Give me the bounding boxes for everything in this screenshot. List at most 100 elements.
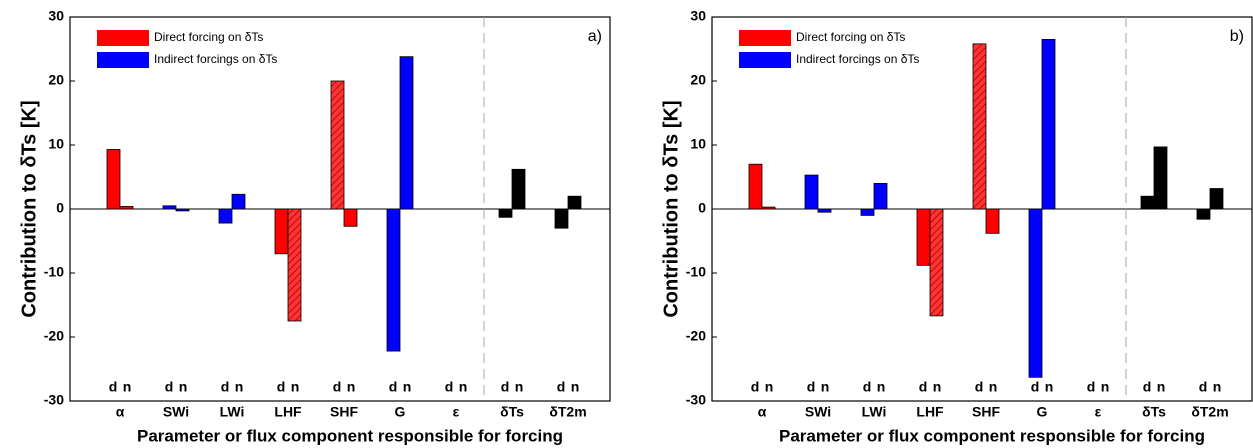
x-tick-label: LHF [274, 404, 302, 420]
bar [231, 193, 246, 210]
x-tick-label: δTs [1142, 404, 1166, 420]
bar-label: d [807, 379, 816, 395]
x-tick-label: SHF [330, 404, 358, 420]
bar [554, 208, 569, 229]
bar-label: d [919, 379, 928, 395]
bar-label: d [975, 379, 984, 395]
y-tick-label: -30 [686, 392, 706, 408]
x-tick-label: α [116, 404, 125, 420]
bar [817, 208, 832, 213]
bar [873, 182, 888, 210]
bar [916, 208, 931, 266]
bar-label: n [291, 379, 300, 395]
bar-label: d [557, 379, 566, 395]
bar-label: n [347, 379, 356, 395]
bar-label: d [165, 379, 174, 395]
y-axis-label: Contribution to δTs [K] [660, 100, 682, 317]
bar [399, 56, 414, 210]
bar [929, 208, 944, 317]
bar [1140, 195, 1155, 210]
bar-label: n [235, 379, 244, 395]
legend-swatch [97, 52, 149, 68]
bar [287, 208, 302, 322]
x-tick-label: α [758, 404, 767, 420]
bar [106, 149, 121, 210]
x-tick-label: δTs [500, 404, 524, 420]
bar [761, 206, 776, 210]
bar-label: n [1157, 379, 1166, 395]
bar [1209, 188, 1224, 210]
x-tick-label: SWi [805, 404, 831, 420]
bar-label: d [1143, 379, 1152, 395]
y-tick-label: 10 [48, 136, 64, 152]
legend-swatch [739, 30, 791, 46]
bar-label: d [1031, 379, 1040, 395]
bar-label: n [1213, 379, 1222, 395]
bar [330, 80, 345, 210]
bar-label: n [515, 379, 524, 395]
y-tick-label: 20 [48, 72, 64, 88]
legend-label: Indirect forcings on δTs [154, 52, 277, 66]
y-tick-label: 20 [690, 72, 706, 88]
bar [175, 208, 190, 212]
bar-label: d [1087, 379, 1096, 395]
bar-label: n [1045, 379, 1054, 395]
y-tick-label: 0 [698, 200, 706, 216]
y-tick-label: -20 [44, 328, 64, 344]
bar-label: n [765, 379, 774, 395]
legend-label: Direct forcing on δTs [154, 30, 263, 44]
y-tick-label: -20 [686, 328, 706, 344]
bar-label: n [459, 379, 468, 395]
x-tick-label: ε [453, 404, 460, 420]
bar [985, 208, 1000, 234]
bar [804, 174, 819, 210]
bar-label: d [501, 379, 510, 395]
y-tick-label: 10 [690, 136, 706, 152]
x-tick-label: ε [1095, 404, 1102, 420]
bar-label: d [109, 379, 118, 395]
bar-label: n [933, 379, 942, 395]
legend-swatch [739, 52, 791, 68]
bar [1153, 146, 1168, 210]
panel-label: b) [1230, 28, 1244, 45]
bar-label: d [277, 379, 286, 395]
legend-swatch [97, 30, 149, 46]
legend-label: Direct forcing on δTs [796, 30, 905, 44]
y-tick-label: 30 [690, 8, 706, 24]
bar-label: n [989, 379, 998, 395]
legend-label: Indirect forcings on δTs [796, 52, 919, 66]
x-axis-label: Parameter or flux component responsible … [137, 426, 563, 445]
x-tick-label: LWi [220, 404, 245, 420]
x-tick-label: SWi [163, 404, 189, 420]
bar [274, 208, 289, 255]
bar-label: n [1101, 379, 1110, 395]
bar-label: n [877, 379, 886, 395]
bar-label: d [751, 379, 760, 395]
x-tick-label: G [395, 404, 406, 420]
bar-label: d [1199, 379, 1208, 395]
y-tick-label: 0 [56, 200, 64, 216]
bar [498, 208, 513, 218]
bar-label: d [863, 379, 872, 395]
x-tick-label: LWi [862, 404, 887, 420]
bar-label: d [221, 379, 230, 395]
bar [511, 168, 526, 210]
x-tick-label: G [1037, 404, 1048, 420]
y-tick-label: 30 [48, 8, 64, 24]
y-axis-label: Contribution to δTs [K] [18, 100, 40, 317]
y-tick-label: -30 [44, 392, 64, 408]
bar-label: d [333, 379, 342, 395]
y-tick-label: -10 [44, 264, 64, 280]
x-tick-label: LHF [916, 404, 944, 420]
x-tick-label: δT2m [549, 404, 586, 420]
bar [972, 43, 987, 210]
bar-label: n [403, 379, 412, 395]
bar [386, 208, 401, 352]
bar [1028, 208, 1043, 378]
bar [860, 208, 875, 216]
bar-label: d [389, 379, 398, 395]
bar [748, 163, 763, 210]
bar [218, 208, 233, 224]
panel-label: a) [588, 28, 602, 45]
